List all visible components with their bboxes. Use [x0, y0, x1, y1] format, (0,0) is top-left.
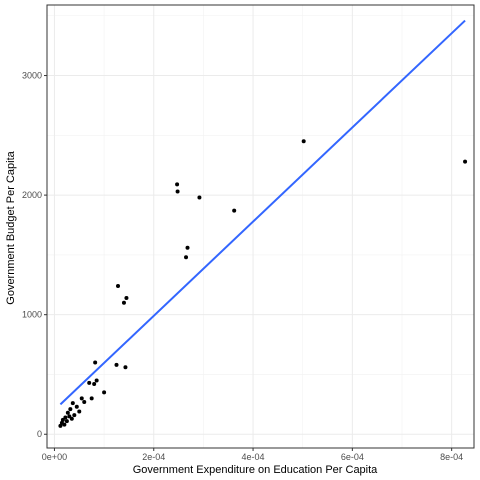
- data-point: [197, 195, 202, 200]
- data-point: [67, 414, 72, 419]
- data-point: [114, 362, 119, 367]
- x-tick-label: 4e-04: [242, 452, 265, 462]
- y-axis-ticks: 0 1000 2000 3000: [22, 71, 47, 439]
- y-tick-label: 3000: [22, 71, 42, 81]
- data-point: [64, 419, 69, 424]
- data-point: [65, 410, 70, 415]
- data-point: [77, 409, 82, 414]
- data-point: [69, 416, 74, 421]
- grid-minor-lines: [47, 5, 474, 448]
- data-point: [94, 378, 99, 383]
- data-point: [175, 189, 180, 194]
- data-point: [116, 283, 121, 288]
- x-tick-label: 8e-04: [440, 452, 463, 462]
- data-point: [93, 360, 98, 365]
- data-point: [89, 396, 94, 401]
- x-tick-label: 6e-04: [341, 452, 364, 462]
- data-point: [463, 159, 468, 164]
- data-point: [121, 300, 126, 305]
- data-point: [184, 255, 189, 260]
- data-point: [60, 417, 65, 422]
- data-point: [232, 208, 237, 213]
- data-point: [58, 423, 63, 428]
- data-point: [123, 365, 128, 370]
- trend-line-layer: [59, 19, 466, 406]
- data-point: [68, 407, 73, 412]
- data-point: [175, 182, 180, 187]
- data-point: [74, 404, 79, 409]
- data-point: [70, 401, 75, 406]
- x-tick-label: 2e-04: [142, 452, 165, 462]
- data-point: [82, 399, 87, 404]
- x-axis-ticks: 0e+00 2e-04 4e-04 6e-04 8e-04: [42, 448, 463, 462]
- y-axis-title: Government Budget Per Capita: [5, 150, 17, 304]
- data-point: [72, 413, 77, 418]
- data-point: [301, 139, 306, 144]
- data-point: [124, 295, 129, 300]
- plot-border: [46, 4, 475, 449]
- data-point: [185, 245, 190, 250]
- x-axis-title: Government Expenditure on Education Per …: [133, 464, 378, 476]
- trend-line: [59, 19, 466, 406]
- data-point: [62, 422, 67, 427]
- data-point: [79, 396, 84, 401]
- points-layer: [58, 139, 468, 428]
- y-tick-label: 2000: [22, 190, 42, 200]
- data-point: [63, 415, 68, 420]
- grid-major-lines: [47, 5, 474, 448]
- x-tick-label: 0e+00: [42, 452, 67, 462]
- y-tick-label: 0: [37, 429, 42, 439]
- y-tick-label: 1000: [22, 310, 42, 320]
- data-point: [87, 380, 92, 385]
- data-point: [92, 382, 97, 387]
- data-point: [102, 390, 107, 395]
